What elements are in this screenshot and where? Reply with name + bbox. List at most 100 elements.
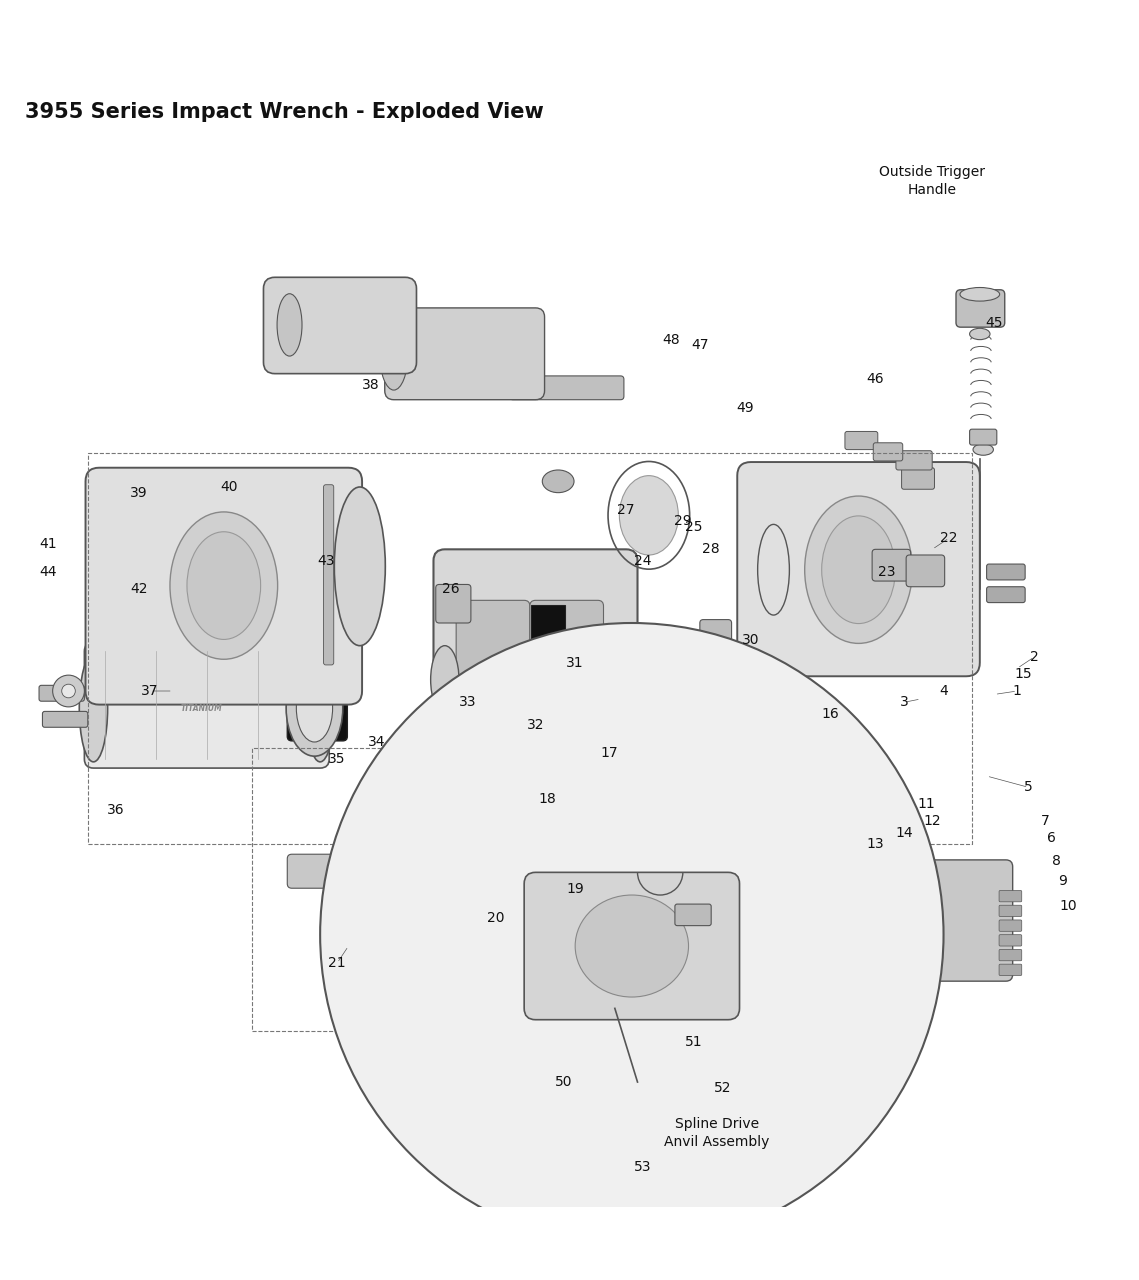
FancyBboxPatch shape — [531, 605, 565, 641]
Text: 23: 23 — [878, 564, 895, 579]
FancyBboxPatch shape — [872, 549, 911, 581]
Ellipse shape — [431, 645, 459, 714]
FancyBboxPatch shape — [699, 620, 731, 655]
FancyBboxPatch shape — [986, 586, 1025, 603]
Text: 28: 28 — [703, 543, 720, 557]
Text: 4: 4 — [940, 684, 948, 698]
Ellipse shape — [615, 669, 672, 735]
Text: 35: 35 — [328, 753, 346, 765]
Text: 3: 3 — [900, 695, 908, 709]
Text: 15: 15 — [1014, 667, 1032, 681]
FancyBboxPatch shape — [737, 462, 980, 676]
FancyBboxPatch shape — [530, 600, 604, 719]
FancyBboxPatch shape — [84, 643, 329, 768]
FancyBboxPatch shape — [907, 556, 944, 586]
Text: 46: 46 — [867, 372, 884, 387]
Text: 26: 26 — [442, 582, 459, 596]
FancyBboxPatch shape — [874, 443, 903, 461]
FancyBboxPatch shape — [999, 950, 1022, 961]
Text: 53: 53 — [634, 1160, 652, 1174]
FancyBboxPatch shape — [263, 278, 417, 374]
FancyBboxPatch shape — [999, 905, 1022, 916]
FancyBboxPatch shape — [39, 685, 84, 701]
Text: 1: 1 — [1013, 684, 1022, 698]
FancyBboxPatch shape — [925, 860, 1013, 982]
Ellipse shape — [296, 675, 333, 742]
Text: 49: 49 — [737, 401, 754, 415]
Ellipse shape — [960, 288, 1000, 301]
Circle shape — [52, 675, 84, 707]
FancyBboxPatch shape — [509, 376, 624, 399]
FancyBboxPatch shape — [999, 891, 1022, 902]
FancyBboxPatch shape — [641, 714, 680, 739]
FancyBboxPatch shape — [986, 564, 1025, 580]
Text: 20: 20 — [487, 910, 505, 924]
Text: 16: 16 — [821, 707, 839, 721]
Text: 50: 50 — [555, 1075, 573, 1089]
FancyBboxPatch shape — [999, 964, 1022, 975]
Text: 9: 9 — [1058, 874, 1067, 888]
FancyBboxPatch shape — [969, 429, 997, 445]
Text: 13: 13 — [867, 837, 884, 851]
Text: 31: 31 — [566, 655, 584, 669]
FancyBboxPatch shape — [821, 863, 998, 978]
FancyBboxPatch shape — [287, 854, 404, 888]
FancyBboxPatch shape — [956, 289, 1005, 328]
FancyBboxPatch shape — [999, 920, 1022, 932]
Text: 40: 40 — [221, 480, 238, 494]
Ellipse shape — [969, 328, 990, 339]
Text: 51: 51 — [686, 1036, 703, 1050]
FancyBboxPatch shape — [823, 844, 921, 924]
Text: 27: 27 — [617, 503, 634, 517]
Ellipse shape — [187, 531, 261, 640]
Text: 12: 12 — [924, 814, 941, 828]
Ellipse shape — [277, 293, 302, 356]
FancyBboxPatch shape — [434, 549, 638, 771]
Text: 10: 10 — [1059, 900, 1077, 914]
Text: 18: 18 — [538, 792, 556, 805]
Text: Spline Drive
Anvil Assembly: Spline Drive Anvil Assembly — [664, 1117, 770, 1149]
Ellipse shape — [804, 497, 912, 644]
Text: 34: 34 — [368, 735, 386, 749]
FancyBboxPatch shape — [524, 873, 739, 1020]
Text: 32: 32 — [526, 718, 544, 732]
Text: 22: 22 — [941, 531, 958, 545]
Circle shape — [745, 858, 768, 881]
Text: 44: 44 — [40, 564, 57, 579]
Text: 8: 8 — [1052, 854, 1062, 868]
Ellipse shape — [306, 654, 335, 762]
Text: 43: 43 — [317, 554, 335, 567]
Text: 21: 21 — [328, 956, 346, 970]
Text: 30: 30 — [743, 634, 760, 646]
FancyBboxPatch shape — [902, 467, 934, 489]
FancyBboxPatch shape — [675, 904, 711, 925]
Ellipse shape — [286, 659, 343, 756]
FancyBboxPatch shape — [323, 485, 334, 664]
Text: 19: 19 — [566, 882, 584, 896]
FancyBboxPatch shape — [845, 431, 878, 449]
Text: 6: 6 — [1047, 831, 1056, 845]
FancyBboxPatch shape — [384, 846, 425, 896]
Text: 11: 11 — [918, 797, 935, 812]
Text: 24: 24 — [634, 554, 652, 567]
FancyBboxPatch shape — [385, 308, 544, 399]
Text: 42: 42 — [130, 582, 148, 596]
Text: 29: 29 — [674, 515, 691, 527]
Text: 14: 14 — [895, 826, 912, 840]
Ellipse shape — [542, 470, 574, 493]
Ellipse shape — [821, 516, 895, 623]
Ellipse shape — [335, 486, 385, 645]
FancyBboxPatch shape — [85, 467, 362, 704]
Text: 25: 25 — [686, 520, 703, 534]
Text: 7: 7 — [1041, 814, 1050, 828]
Text: Outside Trigger
Handle: Outside Trigger Handle — [879, 165, 985, 197]
FancyBboxPatch shape — [613, 740, 646, 762]
FancyBboxPatch shape — [456, 600, 530, 719]
Ellipse shape — [575, 895, 688, 997]
FancyBboxPatch shape — [896, 451, 932, 470]
Ellipse shape — [170, 512, 278, 659]
FancyBboxPatch shape — [999, 934, 1022, 946]
FancyBboxPatch shape — [287, 669, 347, 741]
FancyBboxPatch shape — [653, 740, 682, 758]
Text: 2: 2 — [1030, 650, 1039, 664]
